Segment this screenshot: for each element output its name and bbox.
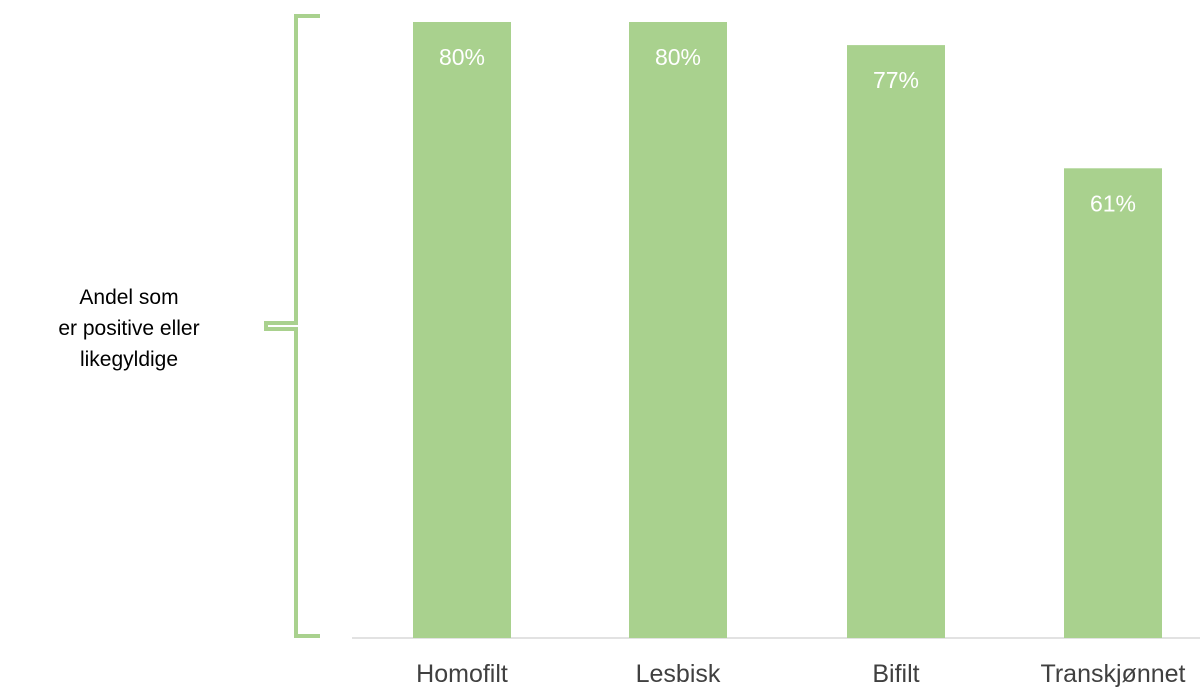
bar-3 [847,45,945,639]
bar-4 [1064,168,1162,639]
category-label-4: Transkjønnet [1041,660,1186,688]
value-label-1: 80% [439,44,485,70]
value-label-4: 61% [1090,190,1136,216]
bracket [264,14,320,638]
category-label-2: Lesbisk [636,660,721,688]
category-label-1: Homofilt [416,660,508,688]
bracket-label-line-3: likegyldige [79,348,179,371]
bar-1 [413,22,511,638]
bar-2 [629,22,727,638]
category-label-3: Bifilt [872,660,919,688]
value-label-3: 77% [873,67,919,93]
value-label-2: 80% [655,44,701,70]
bracket-label-line-1: Andel som [79,286,179,309]
bracket-label: Andel som er positive eller likegyldige [0,282,258,375]
bracket-label-line-2: er positive eller [58,317,200,340]
